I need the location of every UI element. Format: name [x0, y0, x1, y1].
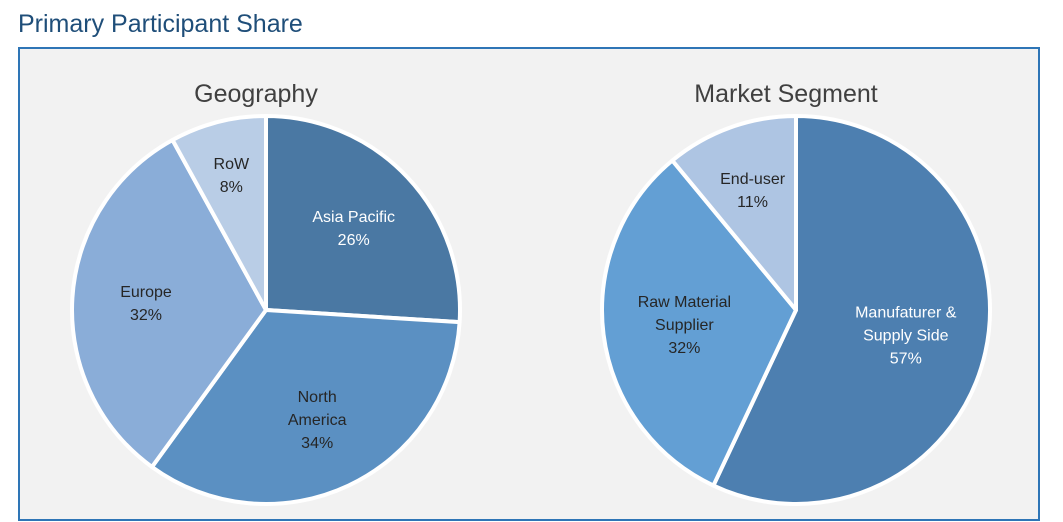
pie-slice	[170, 114, 268, 312]
slice-label: 32%	[668, 340, 700, 357]
chart-panel: Geography Market Segment Asia Pacific 26%…	[18, 47, 1040, 521]
pie-slice	[711, 114, 992, 506]
slice-label: End-user	[720, 171, 786, 188]
slice-label: 8%	[220, 179, 243, 196]
chart-title-geography: Geography	[194, 80, 318, 108]
slice-label: Supplier	[655, 317, 714, 334]
slice-label: Supply Side	[863, 328, 948, 345]
pie-slice	[600, 158, 798, 488]
slice-label: America	[288, 412, 347, 429]
slice-label: Europe	[120, 284, 172, 301]
pie-slice	[149, 308, 462, 506]
page-title: Primary Participant Share	[18, 10, 303, 38]
chart-title-market-segment: Market Segment	[694, 80, 877, 108]
pie-geography: Asia Pacific 26% North America 34% Europe 32% R…	[70, 114, 463, 506]
slice-label: 57%	[890, 351, 922, 368]
slice-label: 11%	[737, 194, 768, 211]
pie-slice	[70, 138, 268, 469]
slice-label: Asia Pacific	[312, 209, 395, 226]
slice-label: Raw Material	[638, 294, 731, 311]
slice-label: RoW	[214, 156, 250, 173]
charts-svg: Geography Market Segment Asia Pacific 26%…	[70, 80, 992, 506]
pie-slice	[264, 114, 463, 325]
slice-label: 26%	[338, 232, 370, 249]
pie-market-segment: Manufaturer & Supply Side 57% Raw Material S…	[600, 114, 992, 506]
pie-slice	[670, 114, 798, 312]
slice-label: 34%	[301, 435, 333, 452]
slice-label: Manufaturer &	[855, 305, 957, 322]
slice-label: 32%	[130, 307, 162, 324]
slice-label: North	[298, 389, 337, 406]
